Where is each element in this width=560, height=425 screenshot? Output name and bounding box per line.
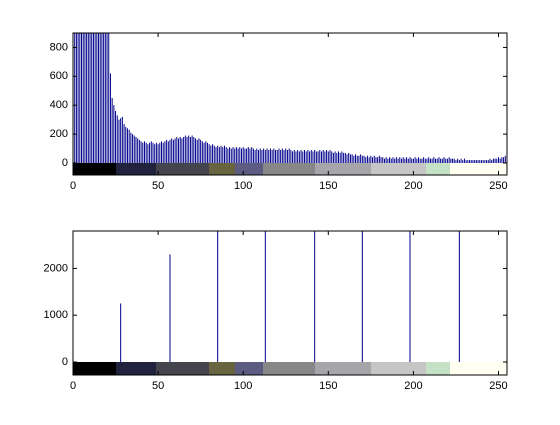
x-tick-label: 50 — [152, 180, 164, 192]
y-tick-label: 800 — [50, 41, 68, 53]
x-tick-label: 100 — [234, 180, 252, 192]
x-tick-label: 150 — [319, 180, 337, 192]
y-tick-label: 200 — [50, 128, 68, 140]
y-tick-label: 400 — [50, 99, 68, 111]
axes-box — [72, 32, 508, 176]
y-tick-label: 600 — [50, 70, 68, 82]
x-tick-label: 100 — [234, 380, 252, 392]
x-tick-label: 0 — [70, 380, 76, 392]
x-tick-label: 50 — [152, 380, 164, 392]
axes-box — [72, 230, 508, 376]
y-tick-label: 2000 — [44, 262, 68, 274]
y-tick-label: 1000 — [44, 309, 68, 321]
plot — [120, 231, 460, 362]
x-tick-label: 250 — [489, 180, 507, 192]
x-tick-label: 200 — [404, 180, 422, 192]
x-tick-label: 200 — [404, 380, 422, 392]
colorbar-bottom — [73, 362, 507, 375]
y-tick-label: 0 — [62, 157, 68, 169]
x-tick-label: 250 — [489, 380, 507, 392]
colorbar-top — [73, 163, 507, 175]
y-tick-label: 0 — [62, 356, 68, 368]
plot — [73, 33, 507, 163]
x-tick-label: 0 — [70, 180, 76, 192]
x-tick-label: 150 — [319, 380, 337, 392]
